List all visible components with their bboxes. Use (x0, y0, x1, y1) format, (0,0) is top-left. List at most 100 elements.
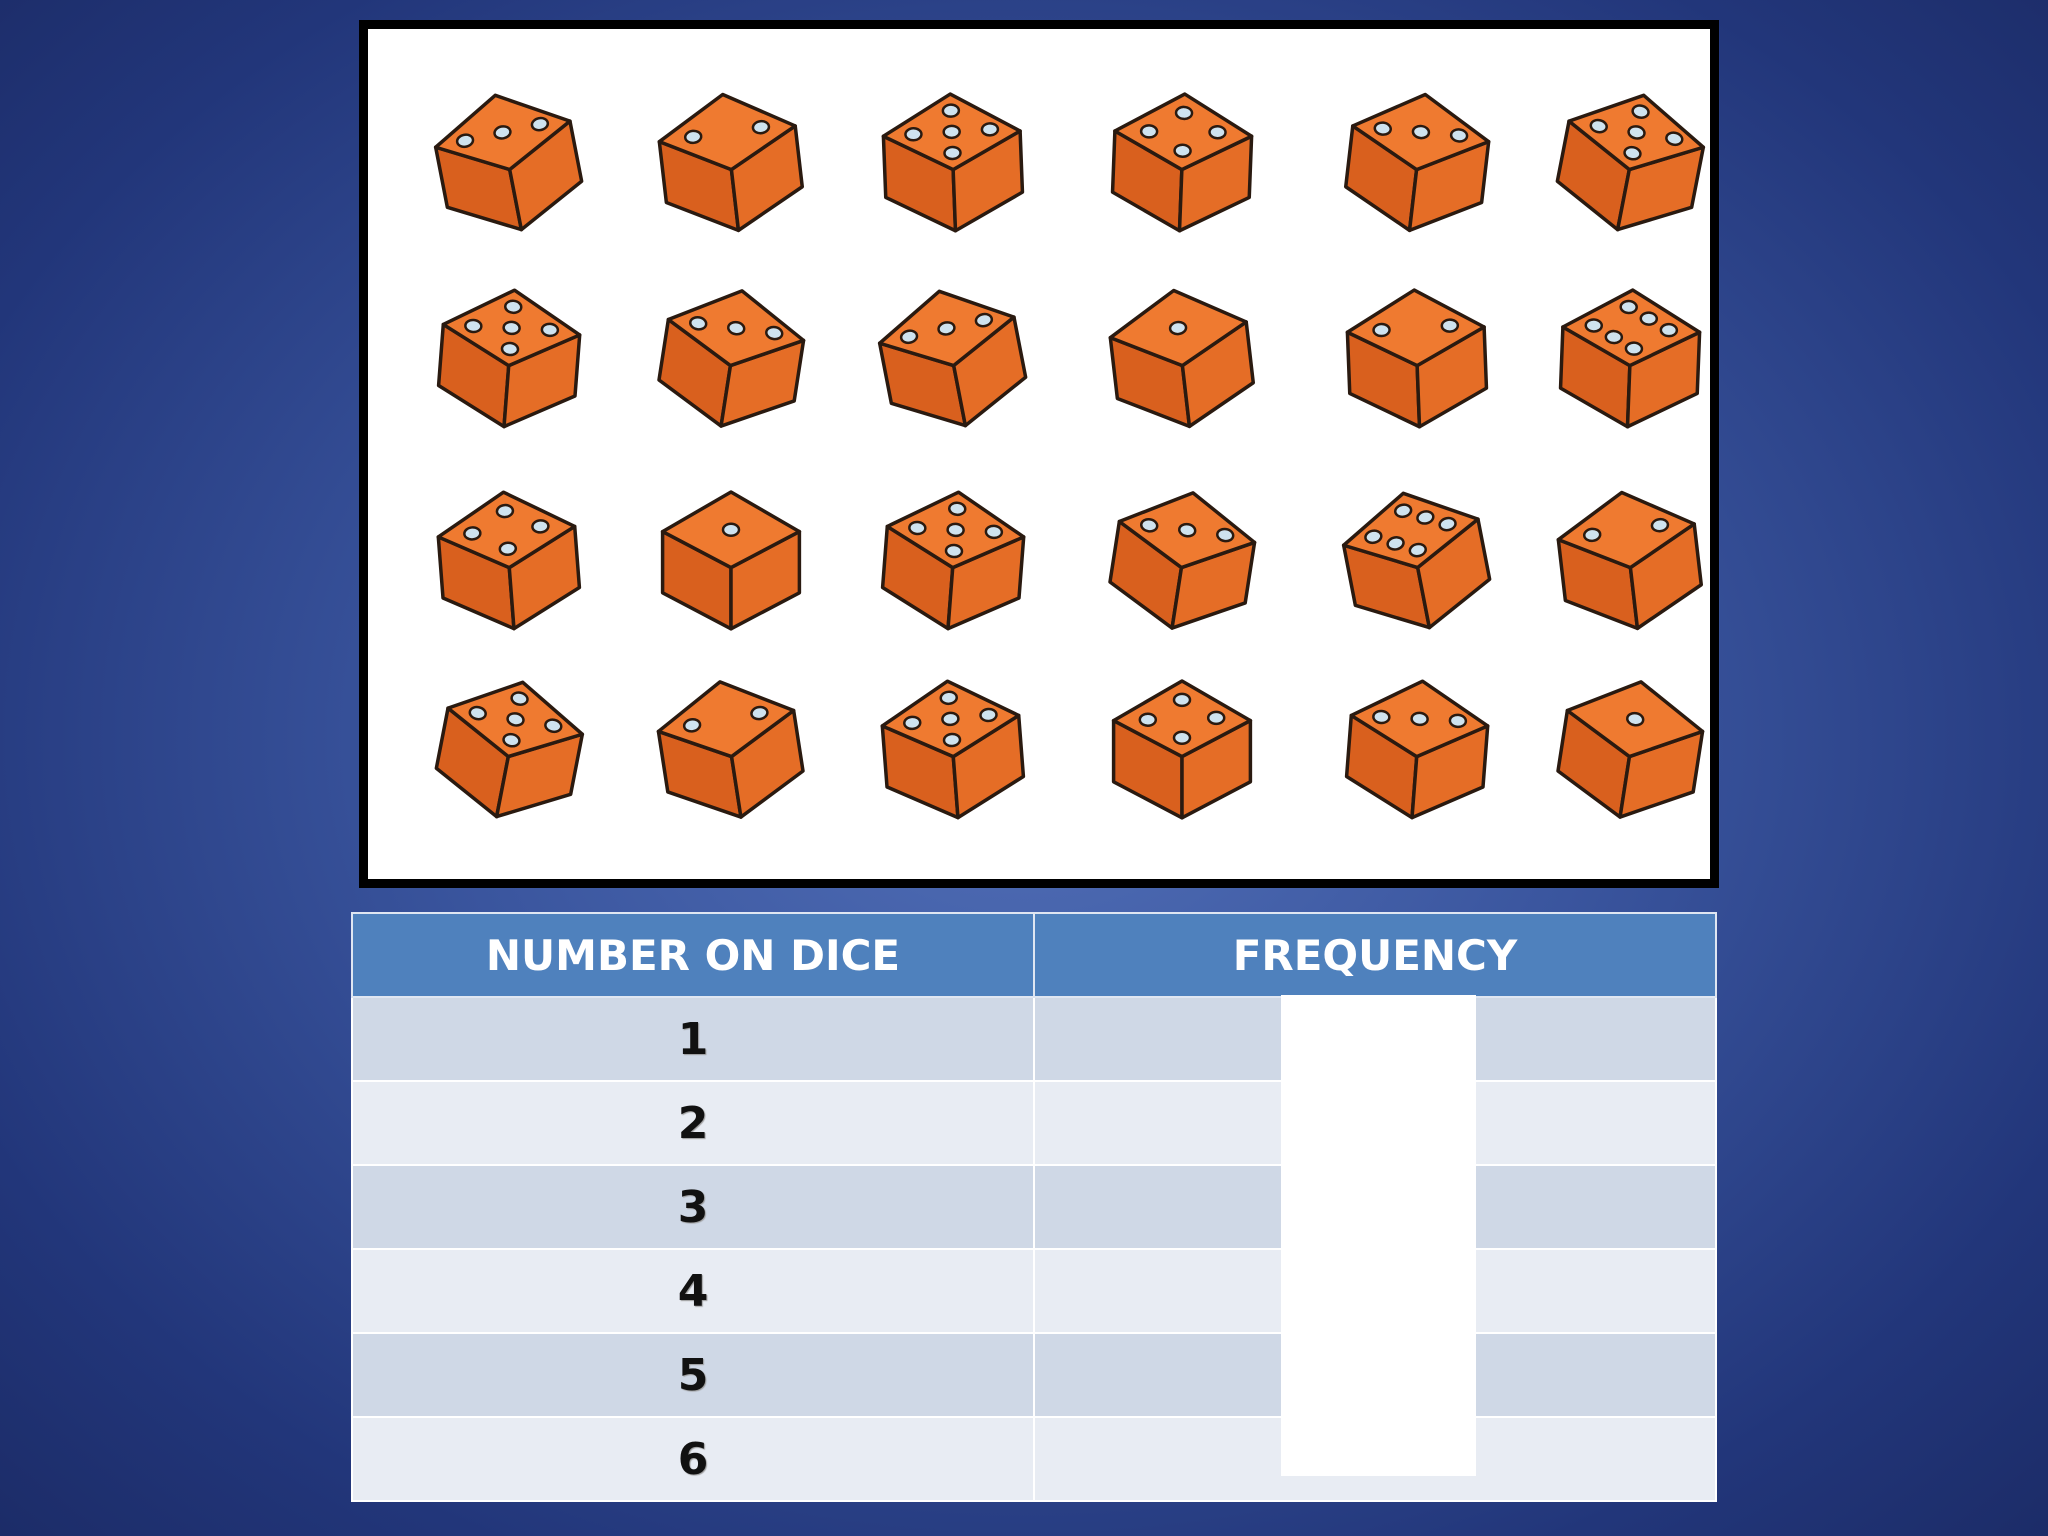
die (436, 490, 582, 631)
die (880, 679, 1026, 820)
die-pip (510, 691, 529, 706)
die-pip (1138, 712, 1158, 727)
die-top-face (436, 490, 577, 570)
die-top-face (1341, 491, 1480, 570)
die-pip (1364, 529, 1383, 545)
die (433, 93, 584, 232)
die-pip (502, 732, 521, 748)
die-pip (682, 718, 702, 733)
die-pip (1386, 536, 1405, 551)
die-pip (1438, 516, 1457, 532)
die-pip (937, 321, 956, 336)
die (1556, 680, 1705, 819)
die-top-face (1111, 679, 1253, 759)
die (1110, 92, 1254, 233)
die-pip (1619, 299, 1638, 315)
die (1556, 490, 1704, 631)
die-pip (1373, 121, 1392, 136)
die (1108, 491, 1257, 630)
die-pip (1650, 517, 1670, 533)
die-pip (468, 705, 487, 721)
die (1345, 288, 1489, 429)
die (1111, 679, 1253, 820)
die-top-face (1345, 288, 1486, 368)
die-pip (727, 320, 746, 336)
die-pip (1440, 318, 1460, 333)
die-pip (495, 503, 515, 519)
die-pip (1393, 503, 1413, 519)
die-pip (1173, 143, 1192, 158)
die-pip (1172, 730, 1192, 745)
table-row: 2 (351, 1080, 1717, 1166)
die-pip (946, 522, 965, 538)
die-pip (942, 732, 962, 748)
die (657, 289, 806, 428)
header-cell: FREQUENCY (1033, 912, 1717, 998)
die (881, 92, 1025, 233)
dice-number: 4 (351, 1248, 1035, 1334)
die (877, 289, 1028, 428)
die-pip (908, 520, 927, 536)
die-pip (1139, 124, 1159, 139)
die-top-face (656, 680, 796, 759)
die (1344, 679, 1490, 820)
die-pip (1372, 322, 1391, 338)
die-pip (1410, 711, 1429, 727)
die-top-face (1113, 92, 1254, 172)
die (660, 490, 802, 631)
die-pip (979, 707, 998, 723)
die-pip (683, 129, 703, 145)
die-pip (1408, 542, 1427, 558)
dice-number: 6 (351, 1416, 1035, 1502)
die-pip (1449, 128, 1469, 143)
die-pip (544, 718, 563, 734)
die-pip (904, 127, 923, 142)
die-pip (980, 122, 1000, 137)
die-pip (506, 712, 525, 727)
die-pip (765, 325, 784, 341)
header-cell: NUMBER ON DICE (351, 912, 1035, 998)
die-pip (1216, 527, 1235, 543)
die-top-face (1556, 490, 1696, 570)
die-pip (1626, 711, 1645, 727)
die-pip (1659, 322, 1679, 338)
die-pip (1411, 124, 1431, 140)
dice-number: 2 (351, 1080, 1035, 1166)
die-top-face (657, 92, 797, 172)
die-pip (1627, 125, 1646, 140)
die-pip (1589, 118, 1608, 134)
die-pip (941, 711, 960, 727)
die-pip (530, 116, 550, 132)
table-row: 6 (351, 1416, 1717, 1502)
die-pip (942, 124, 961, 140)
die-pip (455, 133, 475, 149)
die (434, 680, 585, 819)
die-pip (943, 145, 962, 161)
die-pip (493, 125, 512, 140)
die-pip (1372, 709, 1391, 725)
die-pip (1208, 124, 1227, 140)
die-pip (1172, 692, 1192, 708)
die-pip (1448, 713, 1468, 729)
die-pip (464, 318, 483, 334)
die (657, 92, 805, 233)
die-pip (1584, 318, 1604, 333)
table-row: 3 (351, 1164, 1717, 1250)
die-pip (500, 341, 520, 357)
die (1341, 491, 1492, 630)
die-pip (750, 705, 769, 721)
die (656, 680, 805, 819)
die-pip (1416, 510, 1435, 525)
die-pip (1665, 131, 1684, 147)
die-pip (689, 316, 708, 331)
die-pip (1582, 527, 1602, 543)
die-pip (903, 715, 922, 731)
header-row: NUMBER ON DICE FREQUENCY (351, 912, 1717, 998)
die-pip (944, 543, 964, 559)
die-pip (1168, 320, 1188, 336)
die-pip (721, 522, 741, 538)
dice-number: 1 (351, 996, 1035, 1082)
